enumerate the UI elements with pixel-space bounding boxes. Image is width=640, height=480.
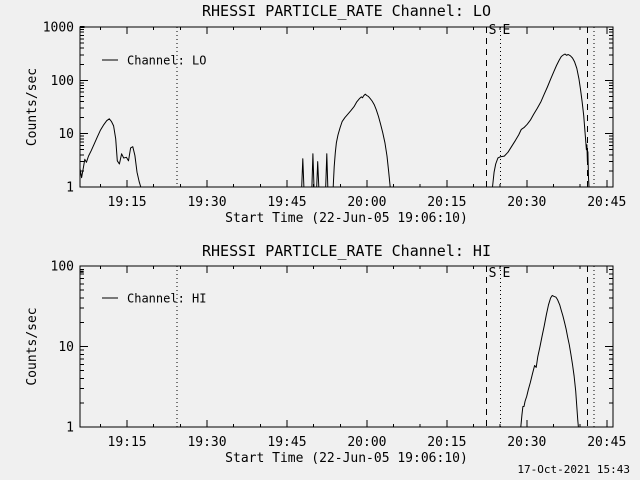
lo-y-tick-label: 100 bbox=[51, 74, 74, 89]
lo-flare-end-label: E bbox=[503, 23, 511, 38]
hi-plot-frame bbox=[79, 265, 614, 428]
hi-panel-title: RHESSI PARTICLE_RATE Channel: HI bbox=[202, 242, 491, 260]
lo-y-tick-label: 10 bbox=[58, 127, 74, 142]
hi-channel-curve-segment bbox=[520, 295, 579, 428]
hi-x-tick-label: 20:30 bbox=[507, 435, 546, 450]
lo-x-tick-label: 20:15 bbox=[427, 195, 466, 210]
hi-y-axis-label: Counts/sec bbox=[25, 307, 40, 385]
lo-y-axis-label: Counts/sec bbox=[25, 68, 40, 146]
hi-y-tick-label: 100 bbox=[51, 260, 74, 275]
lo-y-tick-label: 1000 bbox=[43, 21, 74, 36]
lo-x-axis-label: Start Time (22-Jun-05 19:06:10) bbox=[225, 211, 468, 226]
hi-y-tick-label: 1 bbox=[66, 421, 74, 436]
hi-x-tick-label: 19:15 bbox=[108, 435, 147, 450]
lo-channel-curve-segment bbox=[325, 153, 329, 188]
hi-x-tick-label: 19:45 bbox=[267, 435, 306, 450]
lo-panel-title: RHESSI PARTICLE_RATE Channel: LO bbox=[202, 2, 491, 20]
creation-timestamp: 17-Oct-2021 15:43 bbox=[517, 463, 630, 476]
lo-x-tick-label: 19:45 bbox=[267, 195, 306, 210]
lo-legend-label: Channel: LO bbox=[127, 54, 206, 68]
hi-legend-label: Channel: HI bbox=[127, 292, 206, 306]
lo-channel-curve-segment bbox=[301, 158, 305, 188]
lo-x-tick-label: 20:30 bbox=[507, 195, 546, 210]
hi-x-tick-label: 20:15 bbox=[427, 435, 466, 450]
hi-y-tick-label: 10 bbox=[58, 340, 74, 355]
lo-x-tick-label: 19:30 bbox=[187, 195, 226, 210]
lo-channel-curve-segment bbox=[316, 161, 320, 188]
lo-x-tick-label: 19:15 bbox=[108, 195, 147, 210]
hi-x-tick-label: 19:30 bbox=[187, 435, 226, 450]
hi-x-tick-label: 20:00 bbox=[347, 435, 386, 450]
hi-x-tick-label: 20:45 bbox=[587, 435, 626, 450]
lo-x-tick-label: 20:45 bbox=[587, 195, 626, 210]
lo-channel-curve-segment bbox=[79, 118, 142, 188]
lo-channel-curve-segment bbox=[311, 153, 315, 188]
hi-x-axis-label: Start Time (22-Jun-05 19:06:10) bbox=[225, 451, 468, 466]
lo-plot-frame bbox=[79, 26, 614, 188]
lo-y-tick-label: 1 bbox=[66, 181, 74, 196]
lo-channel-curve-segment bbox=[492, 53, 590, 188]
hi-flare-end-label: E bbox=[503, 266, 511, 281]
hi-flare-start-label: S bbox=[489, 266, 497, 281]
lo-channel-curve-segment bbox=[332, 93, 391, 188]
lo-x-tick-label: 20:00 bbox=[347, 195, 386, 210]
lo-flare-start-label: S bbox=[489, 23, 497, 38]
